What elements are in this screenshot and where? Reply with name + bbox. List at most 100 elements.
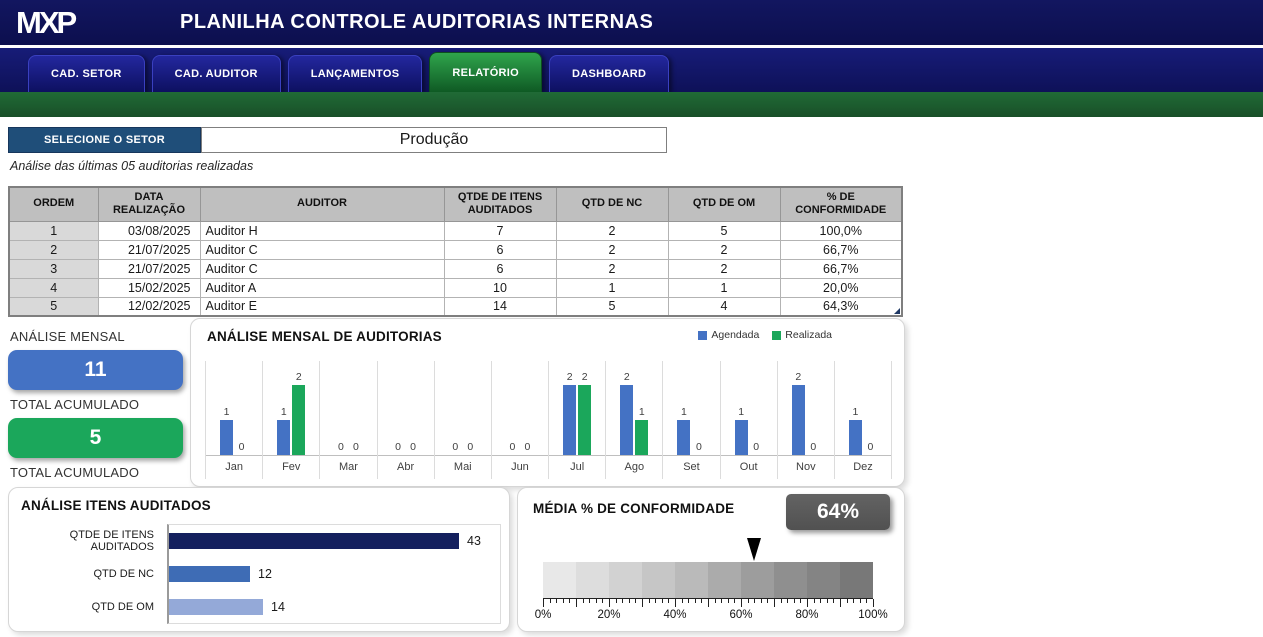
bar-value-label: 0: [810, 441, 817, 453]
items-chart-plot: QTDE DE ITENS AUDITADOS 43 QTD DE NC 12 QTD …: [19, 524, 503, 624]
table-cell: Auditor C: [199, 239, 445, 260]
hbar-label: QTD DE NC: [93, 567, 155, 580]
column-header-auditor: AUDITOR: [199, 186, 445, 222]
hbar-value-label: 43: [467, 533, 481, 548]
bar-slot: 2: [791, 371, 806, 455]
gauge-tick: [826, 599, 828, 603]
table-row: 1 03/08/2025 Auditor H 7 2 5 100,0%: [8, 220, 903, 241]
audit-table-body: 1 03/08/2025 Auditor H 7 2 5 100,0% 2 21/07/2025…: [8, 220, 903, 317]
gauge-tick: [694, 599, 696, 603]
bar-slot: 0: [234, 441, 249, 455]
gauge-tick: [787, 599, 789, 603]
table-cell: 66,7%: [779, 239, 903, 260]
bar-slot: 1: [276, 406, 291, 455]
bar-value-label: 2: [581, 371, 588, 383]
table-cell: 14: [443, 296, 557, 317]
gauge-tick: [675, 599, 676, 607]
month-group-jun: 0 0 Jun: [490, 361, 549, 479]
gauge-marker-icon: [747, 538, 762, 561]
table-cell: 2: [555, 220, 669, 241]
table-cell: Auditor C: [199, 258, 445, 279]
bar-slot: 0: [505, 441, 520, 455]
gauge-tick: [543, 599, 544, 607]
table-cell: Auditor H: [199, 220, 445, 241]
bar-value-label: 1: [852, 406, 859, 418]
bar-slot: 0: [448, 441, 463, 455]
month-label: Jul: [570, 461, 585, 473]
gauge-segment: [642, 562, 675, 598]
bar-value-label: 0: [238, 441, 245, 453]
tab-dashboard[interactable]: DASHBOARD: [549, 55, 670, 92]
month-group-jan: 1 0 Jan: [205, 361, 263, 479]
bar-value-label: 1: [223, 406, 230, 418]
column-header-qtde-de-itens-auditados: QTDE DE ITENS AUDITADOS: [443, 186, 557, 222]
month-label: Ago: [624, 461, 645, 473]
bar-value-label: 1: [738, 406, 745, 418]
month-label: Out: [739, 461, 758, 473]
table-cell: 4: [667, 296, 781, 317]
hbar-row-qtde-de-itens-auditados: QTDE DE ITENS AUDITADOS 43: [19, 524, 503, 557]
column-header-qtd-de-nc: QTD DE NC: [555, 186, 669, 222]
column-header-qtd-de-om: QTD DE OM: [667, 186, 781, 222]
gauge-tick: [800, 599, 802, 603]
table-row: 3 21/07/2025 Auditor C 6 2 2 66,7%: [8, 258, 903, 279]
gauge-tick: [595, 599, 597, 603]
tab-cad-setor[interactable]: CAD. SETOR: [28, 55, 145, 92]
gauge-tick: [708, 599, 709, 607]
gauge-tick: [688, 599, 690, 603]
monthly-chart-title: ANÁLISE MENSAL DE AUDITORIAS: [207, 329, 442, 344]
tab-lan-amentos[interactable]: LANÇAMENTOS: [287, 55, 423, 92]
table-cell: 1: [555, 277, 669, 298]
gauge-tick-label: 60%: [729, 609, 753, 621]
table-row: 4 15/02/2025 Auditor A 10 1 1 20,0%: [8, 277, 903, 298]
gauge-tick: [873, 599, 874, 607]
month-group-jul: 2 2 Jul: [548, 361, 606, 479]
tab-relat-rio[interactable]: RELATÓRIO: [429, 52, 543, 92]
month-label: Jun: [511, 461, 529, 473]
table-cell: 5: [555, 296, 669, 317]
hbar: [169, 532, 459, 549]
gauge-segment: [543, 562, 576, 598]
mxp-logo: MXP: [16, 4, 77, 40]
bar-agendada: [734, 420, 748, 455]
bar-slot: 0: [691, 441, 706, 455]
month-group-nov: 2 0 Nov: [776, 361, 834, 479]
bar-agendada: [848, 420, 862, 455]
table-cell: 20,0%: [779, 277, 903, 298]
table-cell: 2: [555, 258, 669, 279]
column-header-de-conformidade: % DE CONFORMIDADE: [779, 186, 903, 222]
table-caption: Análise das últimas 05 auditorias realiz…: [10, 159, 254, 173]
gauge-tick: [655, 599, 657, 603]
bar-slot: 0: [391, 441, 406, 455]
bar-slot: 1: [848, 406, 863, 455]
month-label: Abr: [397, 461, 415, 473]
agendada-total-caption: TOTAL ACUMULADO: [10, 397, 140, 412]
gauge-tick: [661, 599, 663, 603]
tab-cad-auditor[interactable]: CAD. AUDITOR: [151, 55, 281, 92]
column-header-data-realiza-o: DATA REALIZAÇÃO: [97, 186, 201, 222]
chart-legend: Agendada Realizada: [698, 329, 832, 341]
gauge-tick-label: 40%: [663, 609, 687, 621]
table-cell: 100,0%: [779, 220, 903, 241]
table-cell: 2: [8, 239, 99, 260]
bar-agendada: [677, 420, 691, 455]
select-sector-button[interactable]: SELECIONE O SETOR: [8, 127, 201, 153]
hbar-row-qtd-de-om: QTD DE OM 14: [19, 590, 503, 623]
bar-slot: 0: [333, 441, 348, 455]
gauge-tick: [681, 599, 683, 603]
gauge-tick-label: 20%: [597, 609, 621, 621]
monthly-summary: ANÁLISE MENSAL 11 TOTAL ACUMULADO 5 TOTA…: [8, 326, 183, 486]
page-title: PLANILHA CONTROLE AUDITORIAS INTERNAS: [180, 11, 654, 33]
sector-select-input[interactable]: Produção: [201, 127, 667, 153]
gauge-tick: [833, 599, 835, 603]
table-row: 5 12/02/2025 Auditor E 14 5 4 64,3%: [8, 296, 903, 317]
